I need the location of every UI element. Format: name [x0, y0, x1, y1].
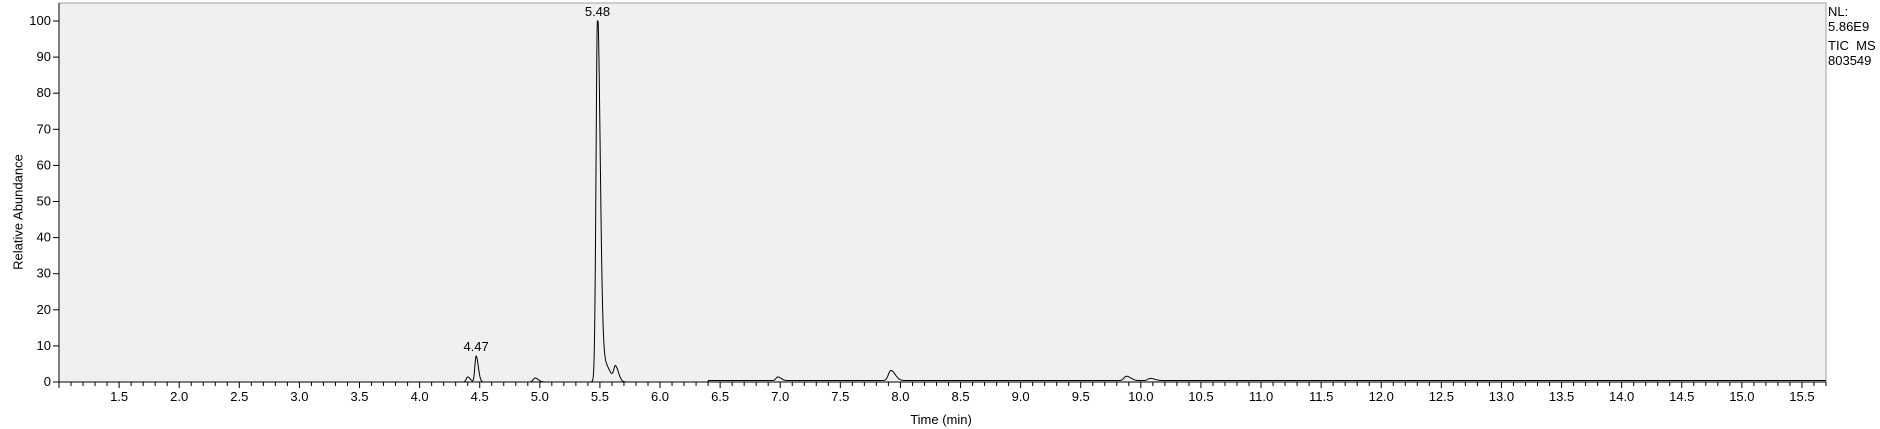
x-tick-label: 13.5 [1549, 389, 1574, 404]
x-tick-label: 3.0 [290, 389, 308, 404]
y-tick-label: 60 [37, 157, 51, 172]
y-tick-label: 0 [44, 374, 51, 389]
x-tick-label: 9.5 [1072, 389, 1090, 404]
y-tick-label: 30 [37, 266, 51, 281]
x-axis: 1.5 2.0 2.5 3.0 3.5 4.0 4.5 5.0 5.5 6.0 6.5 7.0 7.5 8… [58, 381, 1827, 404]
x-tick-label: 11.0 [1249, 389, 1273, 404]
y-tick-label: 50 [37, 194, 51, 209]
nl-value: 5.86E9 [1828, 19, 1870, 34]
x-tick-label: 14.0 [1609, 389, 1634, 404]
x-tick-label: 7.5 [831, 389, 849, 404]
y-tick-label: 20 [37, 302, 51, 317]
x-tick-label: 6.5 [711, 389, 729, 404]
x-tick-label: 5.0 [531, 389, 549, 404]
sample-id: 803549 [1828, 53, 1872, 68]
x-tick-label: 15.5 [1789, 389, 1814, 404]
peak-label: 5.48 [585, 4, 610, 19]
x-tick-label: 4.5 [471, 389, 489, 404]
y-tick-label: 70 [37, 121, 51, 136]
x-tick-label: 12.5 [1429, 389, 1454, 404]
y-axis-label: Relative Abundance [10, 154, 26, 270]
peak-label: 4.47 [463, 339, 488, 354]
x-tick-label: 13.0 [1489, 389, 1514, 404]
x-tick-label: 11.5 [1309, 389, 1333, 404]
trace-type: TIC MS [1828, 38, 1876, 53]
y-tick-label: 40 [37, 230, 51, 245]
x-tick-label: 15.0 [1729, 389, 1754, 404]
x-tick-label: 14.5 [1669, 389, 1694, 404]
x-tick-label: 1.5 [110, 389, 128, 404]
nl-label: NL: [1828, 4, 1849, 19]
y-tick-label: 80 [37, 85, 51, 100]
x-tick-label: 6.0 [651, 389, 669, 404]
x-tick-label: 8.5 [951, 389, 969, 404]
y-tick-label: 100 [29, 13, 51, 28]
peak-annotations: 4.47 5.48 [463, 4, 610, 354]
x-tick-label: 2.5 [230, 389, 248, 404]
x-tick-label: 8.0 [891, 389, 909, 404]
plot-area [58, 2, 1827, 383]
x-tick-label: 7.0 [771, 389, 789, 404]
x-tick-label: 5.5 [591, 389, 609, 404]
x-tick-label: 2.0 [170, 389, 188, 404]
y-tick-label: 90 [37, 49, 51, 64]
y-axis: 0 10 20 30 40 50 60 70 80 90 100 [29, 3, 60, 389]
y-tick-label: 10 [37, 338, 51, 353]
x-tick-label: 3.5 [350, 389, 368, 404]
x-tick-label: 12.0 [1369, 389, 1394, 404]
x-tick-label: 10.5 [1188, 389, 1213, 404]
x-tick-label: 4.0 [411, 389, 429, 404]
x-tick-label: 9.0 [1012, 389, 1030, 404]
x-axis-label: Time (min) [910, 412, 972, 427]
x-tick-label: 10.0 [1128, 389, 1153, 404]
